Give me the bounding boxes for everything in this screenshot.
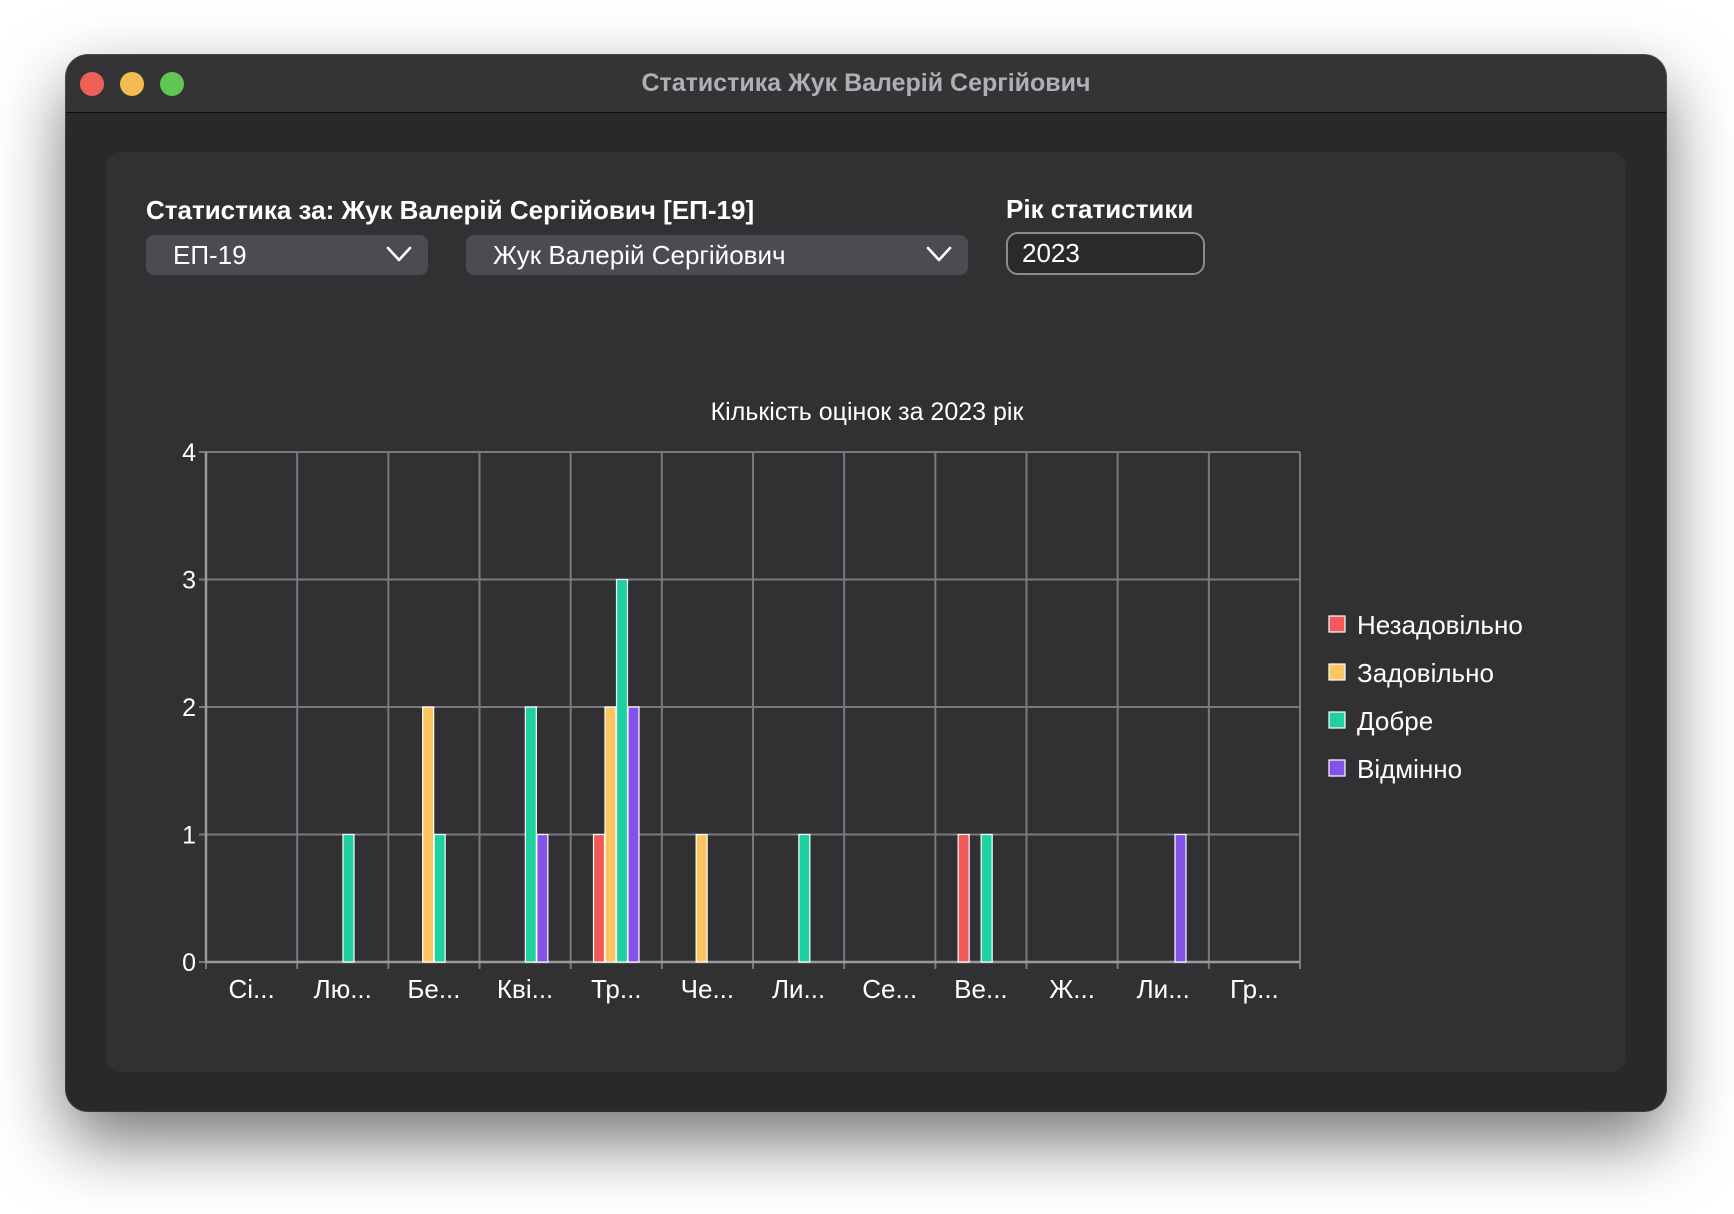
x-tick-label: Бе...	[407, 974, 460, 1004]
x-tick-label: Ли...	[1137, 974, 1190, 1004]
title-bar: Статистика Жук Валерій Сергійович	[66, 55, 1666, 113]
x-tick-label: Гр...	[1230, 974, 1279, 1004]
x-tick-label: Че...	[681, 974, 734, 1004]
student-select[interactable]: Жук Валерій Сергійович	[466, 235, 968, 275]
bar	[422, 706, 435, 963]
statistics-panel: Статистика за: Жук Валерій Сергійович [Е…	[106, 152, 1625, 1072]
legend-swatch	[1328, 711, 1346, 729]
legend-swatch	[1328, 615, 1346, 633]
x-tick-label: Ж...	[1049, 974, 1095, 1004]
y-tick-label: 3	[182, 567, 196, 595]
legend-label: Відмінно	[1357, 754, 1462, 784]
x-tick-label: Сі...	[228, 974, 274, 1004]
x-tick-label: Се...	[862, 974, 917, 1004]
bar	[592, 833, 606, 963]
y-tick-label: 2	[182, 694, 196, 722]
maximize-window-button[interactable]	[160, 72, 184, 96]
bar	[433, 833, 446, 963]
bar	[695, 833, 708, 963]
x-tick-label: Кві...	[497, 974, 553, 1004]
bar	[604, 706, 617, 963]
legend-swatch	[1328, 759, 1346, 777]
minimize-window-button[interactable]	[120, 72, 144, 96]
x-tick-label: Лю...	[314, 974, 372, 1004]
bar	[957, 833, 970, 963]
bar	[980, 833, 993, 963]
statistics-window: Статистика Жук Валерій Сергійович Статис…	[66, 55, 1666, 1111]
window-title: Статистика Жук Валерій Сергійович	[641, 69, 1091, 97]
year-label: Рік статистики	[1006, 194, 1194, 224]
year-input[interactable]: 2023	[1006, 232, 1205, 275]
group-select-value: ЕП-19	[173, 240, 247, 270]
y-tick-label: 0	[182, 949, 196, 977]
bar	[798, 833, 811, 963]
legend-label: Добре	[1357, 706, 1433, 736]
x-tick-label: Тр...	[591, 974, 642, 1004]
chevron-down-icon	[386, 246, 412, 262]
y-tick-label: 4	[182, 439, 196, 467]
chevron-down-icon	[926, 246, 952, 262]
bar	[536, 833, 549, 963]
y-tick-label: 1	[182, 822, 196, 850]
bar	[342, 833, 355, 963]
legend-label: Незадовільно	[1357, 610, 1523, 640]
student-select-value: Жук Валерій Сергійович	[493, 240, 786, 270]
legend-label: Задовільно	[1357, 658, 1494, 688]
close-window-button[interactable]	[80, 72, 104, 96]
bar	[627, 706, 640, 963]
x-tick-label: Ве...	[954, 974, 1007, 1004]
stats-for-label: Статистика за: Жук Валерій Сергійович [Е…	[146, 195, 755, 225]
bar	[524, 706, 537, 963]
group-select[interactable]: ЕП-19	[146, 235, 428, 275]
bar	[615, 578, 629, 963]
chart-title: Кількість оцінок за 2023 рік	[710, 398, 1024, 426]
legend-swatch	[1328, 663, 1346, 681]
bar	[1174, 833, 1187, 963]
x-tick-label: Ли...	[772, 974, 825, 1004]
